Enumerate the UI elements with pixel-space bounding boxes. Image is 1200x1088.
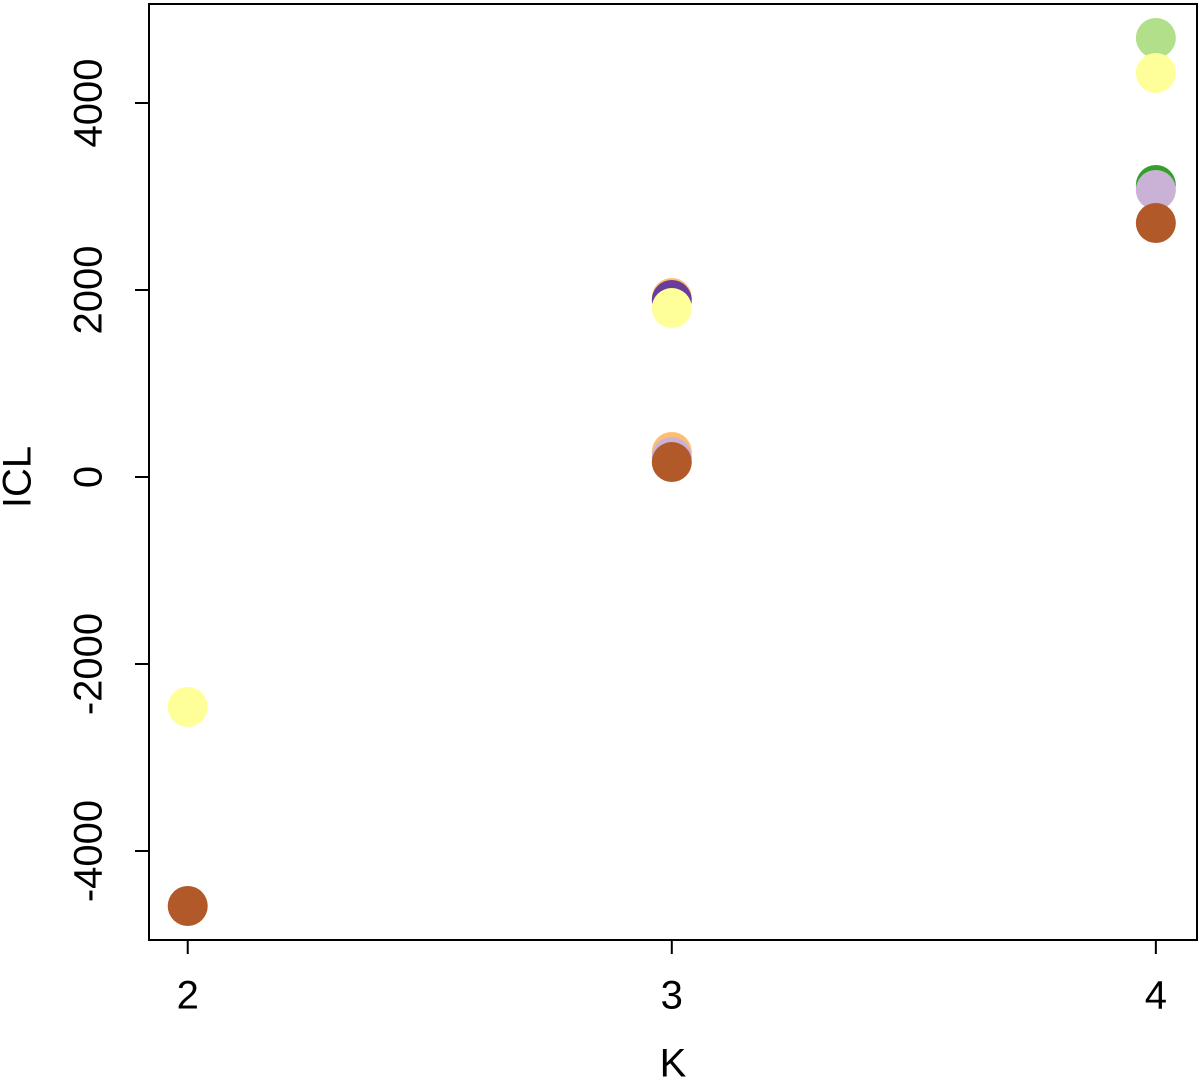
y-tick-label: 0 <box>67 466 111 488</box>
y-tick-label: 2000 <box>67 246 111 335</box>
y-tick-label: -4000 <box>67 800 111 902</box>
point <box>1135 202 1176 243</box>
point <box>651 442 692 483</box>
y-axis-label: ICL <box>0 446 40 508</box>
x-tick-label: 2 <box>177 974 199 1018</box>
point <box>1135 53 1176 94</box>
point <box>167 885 208 926</box>
point <box>167 687 208 728</box>
y-tick-label: -2000 <box>67 613 111 715</box>
y-tick-label: 4000 <box>67 59 111 148</box>
x-tick-label: 3 <box>661 974 683 1018</box>
point <box>1135 169 1176 210</box>
plot-frame <box>148 3 1198 941</box>
x-tick-label: 4 <box>1145 974 1167 1018</box>
point <box>651 288 692 329</box>
x-axis-label: K <box>660 1042 687 1086</box>
point <box>1135 18 1176 59</box>
